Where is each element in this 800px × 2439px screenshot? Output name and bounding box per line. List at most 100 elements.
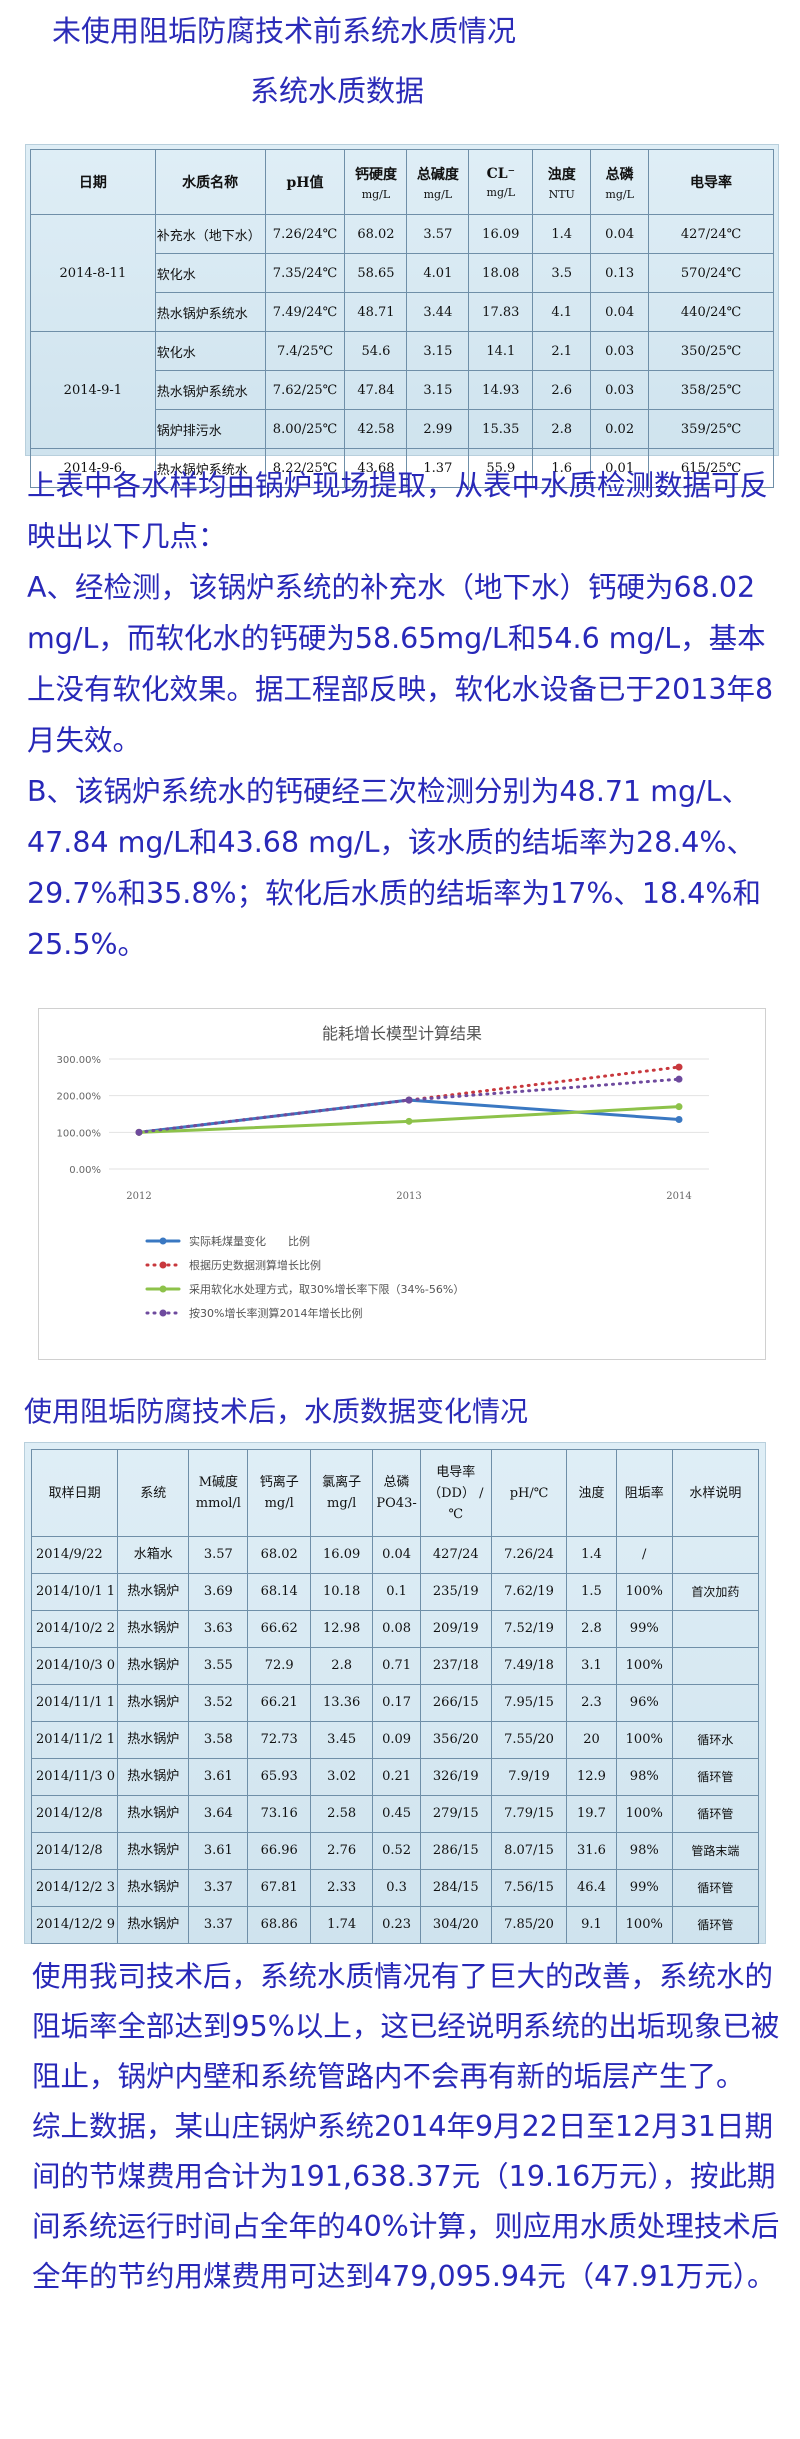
table1-cell: 4.1 [532,292,592,332]
table2-cell: 热水锅炉 [117,1758,190,1796]
table2-cell [671,1684,760,1722]
table2-cell: 循环管 [671,1906,760,1944]
chart-legend-label: 根据历史数据测算增长比例 [189,1258,321,1272]
table1-cell: 358/25℃ [648,370,774,410]
summary-text-after: 使用我司技术后，系统水质情况有了巨大的改善，系统水的阻垢率全部达到95%以上，这… [32,1952,780,2302]
table2-cell: 热水锅炉 [117,1869,190,1907]
table2-row: 2014/12/2 9 热水锅炉 3.37 68.86 1.74 0.23 304/20 7.… [30,1906,760,1944]
table2-cell: 99% [615,1610,673,1648]
table2-cell: 热水锅炉 [117,1721,190,1759]
table2-cell: 热水锅炉 [117,1610,190,1648]
table1-cell: 17.83 [468,292,534,332]
table1-cell: 1.4 [532,214,592,254]
table2-cell: 8.07/15 [490,1832,568,1870]
table2-row: 2014/10/1 1 热水锅炉 3.69 68.14 10.18 0.1 235/19 7.… [30,1573,760,1611]
table1-header-label: 总磷 [605,166,634,183]
table2-cell: 10.18 [309,1573,374,1611]
table1-header-cell: 浊度 NTU [532,149,592,215]
chart-legend-marker [159,1309,167,1317]
table2-cell: 1.4 [566,1536,617,1574]
table2-cell: 16.09 [309,1536,374,1574]
table1-header-unit: mg/L [423,187,453,201]
chart-legend-label: 采用软化水处理方式，取30%增长率下限（34%-56%） [189,1282,464,1296]
water-quality-table-after: 取样日期 系统 M碱度 mmol/l 钙离子 mg/l 氯离子 mg/l 总磷 PO43-… [30,1449,760,1944]
table1-cell: 补充水（地下水） [154,214,266,254]
table2-cell: 0.52 [372,1832,421,1870]
table2-cell: 73.16 [247,1795,311,1833]
table2-cell: 100% [615,1906,673,1944]
table1-date-cell: 2014-9-6 [30,448,156,488]
table2-cell: 100% [615,1573,673,1611]
table1-cell: 55.9 [468,448,534,488]
table2-header-cell: 水样说明 [671,1449,760,1537]
table2-cell: 2014/11/1 1 [30,1684,119,1722]
table2-cell: 热水锅炉 [117,1684,190,1722]
table2-cell: 9.1 [566,1906,617,1944]
table1-header: 日期 水质名称 pH值 钙硬度 mg/L 总碱度 mg/L CL⁻ mg/L 浊度 NTU 总磷 mg/… [30,149,774,215]
table2-cell: 98% [615,1832,673,1870]
table1-header-label: 水质名称 [182,175,239,191]
table1-cell: 2.6 [532,370,592,410]
table1-cell: 2.8 [532,409,592,449]
table2-header-cell: 浊度 [566,1449,617,1537]
table2-cell: 3.58 [188,1721,249,1759]
table2-cell: 3.37 [188,1906,249,1944]
table1-cell: 7.49/24℃ [264,292,346,332]
table2-cell: 326/19 [419,1758,492,1796]
table2-cell: 100% [615,1721,673,1759]
table1-cell: 18.08 [468,253,534,293]
table2-cell: 427/24 [419,1536,492,1574]
table2-cell: 284/15 [419,1869,492,1907]
heading-water-data: 系统水质数据 [250,74,425,108]
table2-cell: 2014/10/1 1 [30,1573,119,1611]
table2-cell: 0.08 [372,1610,421,1648]
table2-row: 2014/9/22 水箱水 3.57 68.02 16.09 0.04 427/24 7.26… [30,1536,760,1574]
table2-cell: 热水锅炉 [117,1832,190,1870]
table1-row: 锅炉排污水 8.00/25℃ 42.58 2.99 15.35 2.8 0.02 359/25… [31,409,774,449]
table1-cell: 1.37 [406,448,470,488]
table2-cell [671,1610,760,1648]
table1-header-cell: 电导率 [648,149,774,215]
table2-header-row: 取样日期 系统 M碱度 mmol/l 钙离子 mg/l 氯离子 mg/l 总磷 PO43-… [30,1449,760,1537]
table2-cell: 2.3 [566,1684,617,1722]
table1-cell: 7.4/25℃ [264,331,346,371]
table2-cell: 279/15 [419,1795,492,1833]
table2-cell: 3.64 [188,1795,249,1833]
table2-header-cell: 系统 [117,1449,190,1537]
table2-cell: 2014/12/2 3 [30,1869,119,1907]
table1-cell: 350/25℃ [648,331,774,371]
table2-cell: 3.02 [309,1758,374,1796]
table1-cell: 427/24℃ [648,214,774,254]
table1-header-cell: 总碱度 mg/L [406,149,470,215]
table2-cell: 7.9/19 [490,1758,568,1796]
table1-header-cell: pH值 [264,149,346,215]
table2-cell: 7.79/15 [490,1795,568,1833]
table1-cell: 359/25℃ [648,409,774,449]
table2-cell: 12.9 [566,1758,617,1796]
table2-row: 2014/10/2 2 热水锅炉 3.63 66.62 12.98 0.08 209/19 7… [30,1610,760,1648]
table1-header-label: pH值 [286,175,324,191]
table2-cell: 100% [615,1647,673,1685]
table2-cell: 7.55/20 [490,1721,568,1759]
table2-row: 2014/10/3 0 热水锅炉 3.55 72.9 2.8 0.71 237/18 7.49… [30,1647,760,1685]
table2-row: 2014/12/2 3 热水锅炉 3.37 67.81 2.33 0.3 284/15 7.5… [30,1869,760,1907]
table1-row: 2014-8-11 补充水（地下水） 7.26/24℃ 68.02 3.57 16.09 1… [30,214,774,332]
table1-cell: 软化水 [154,253,266,293]
table1-header-label: 钙硬度 [354,166,397,183]
table2-cell: 2014/11/2 1 [30,1721,119,1759]
table2-header-cell: pH/℃ [490,1449,568,1537]
paragraph-improvement: 使用我司技术后，系统水质情况有了巨大的改善，系统水的阻垢率全部达到95%以上，这… [32,1960,780,2093]
table2-cell: 热水锅炉 [117,1795,190,1833]
table1-cell: 3.44 [406,292,470,332]
table2-cell: 0.09 [372,1721,421,1759]
table1-date-cell: 2014-9-1 [30,331,156,449]
table2-cell: 2.76 [309,1832,374,1870]
table2-cell: 循环管 [671,1869,760,1907]
chart-legend-label: 按30%增长率测算2014年增长比例 [189,1306,362,1320]
table2-cell: 3.52 [188,1684,249,1722]
table1-cell: 8.00/25℃ [264,409,346,449]
table2-cell: 66.62 [247,1610,311,1648]
table2-cell: 2014/9/22 [30,1536,119,1574]
chart-y-tick-label: 200.00% [57,1092,102,1103]
chart-legend-marker [159,1237,167,1245]
